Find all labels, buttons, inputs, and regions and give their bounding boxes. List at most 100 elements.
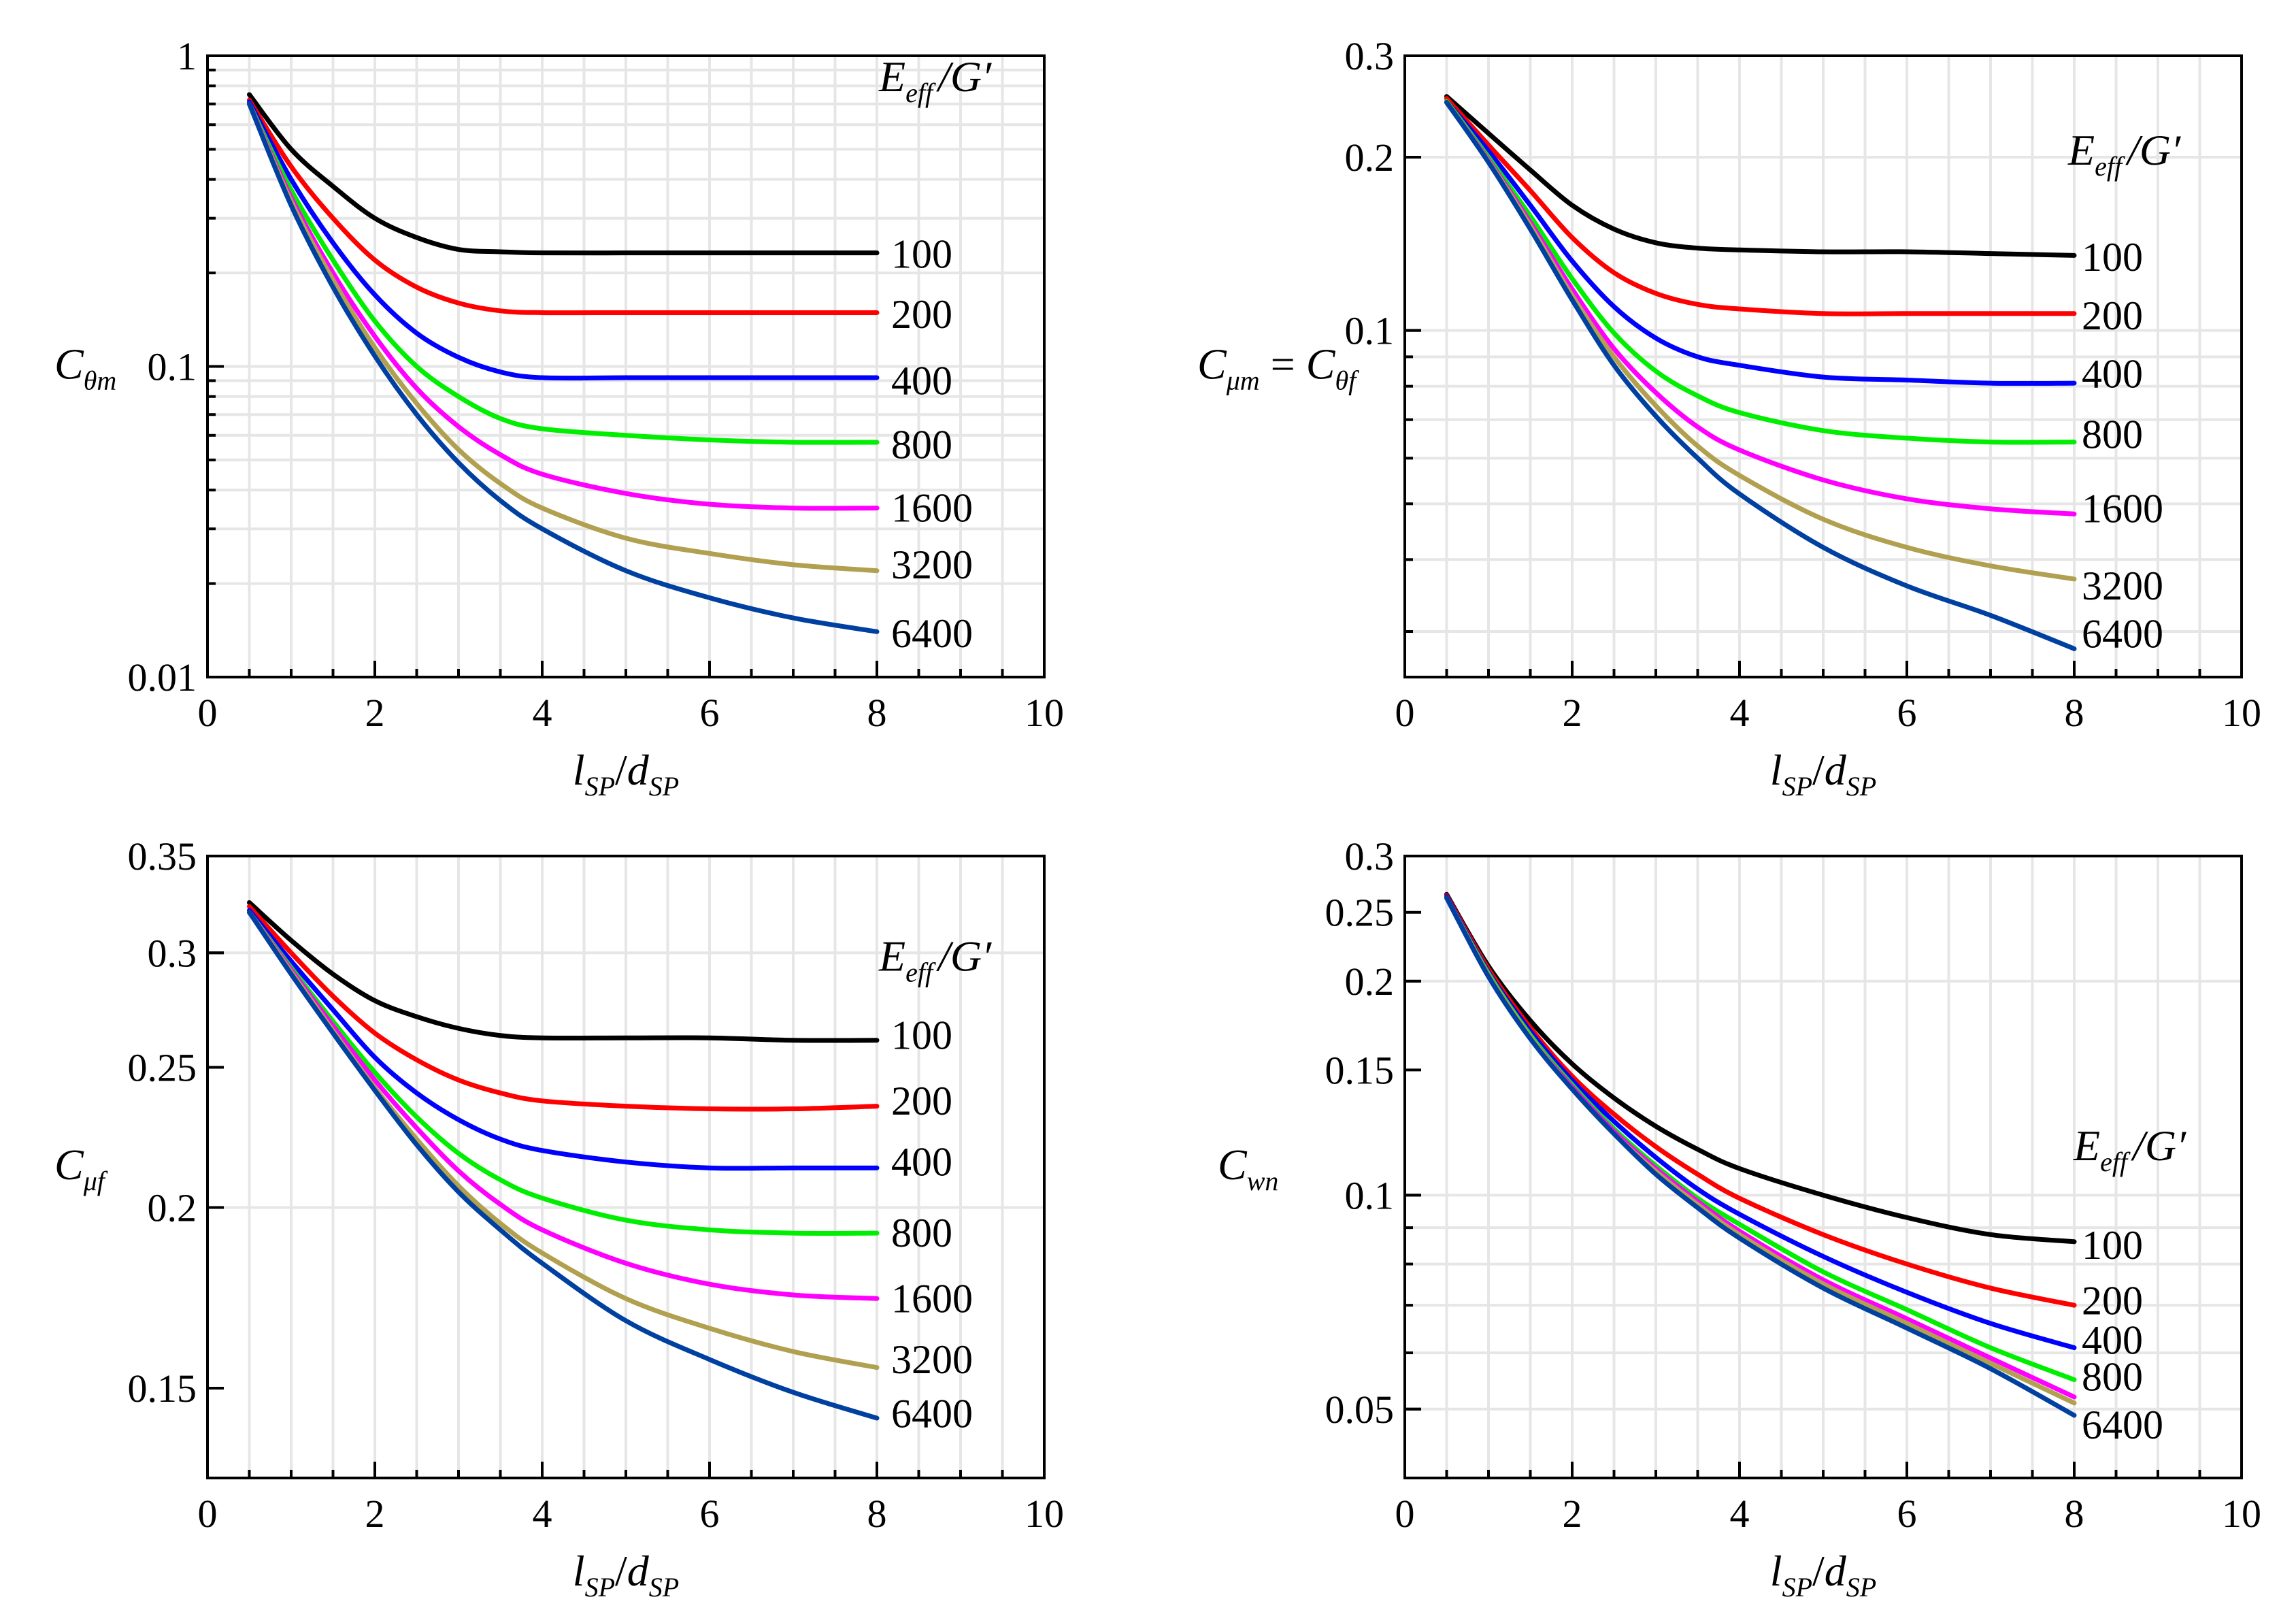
y-axis-title: Cμf	[54, 1140, 108, 1196]
y-axis-title-sub: wn	[1247, 1166, 1279, 1196]
series-label-100: 100	[2082, 1223, 2143, 1268]
series-label-400: 400	[2082, 352, 2143, 397]
legend-title-rest: /G′	[936, 932, 992, 980]
y-axis-title-sub: θm	[84, 365, 117, 396]
x-axis-title-d: d	[1825, 746, 1847, 794]
grid	[1405, 56, 2242, 677]
series-label-100: 100	[891, 231, 952, 276]
legend-title: Eeff/G′	[878, 52, 992, 108]
series-lines	[1444, 891, 2077, 1418]
chart-panel-1: 0 2 4 6 8 100.010.11lSP/dSPCθmEeff/G′10020040…	[54, 34, 1064, 802]
y-axis-title: Cμm = Cθf	[1197, 340, 1359, 396]
series-line-6400	[247, 101, 880, 634]
series-label-100: 100	[2082, 235, 2143, 280]
series-lines	[247, 900, 880, 1421]
series-label-3200: 3200	[891, 542, 973, 587]
y-tick-label: 0.3	[1345, 834, 1395, 878]
y-tick-label: 0.1	[1345, 1173, 1395, 1217]
x-axis-title-l: l	[573, 1547, 585, 1595]
legend-title-rest: /G′	[2125, 126, 2181, 174]
series-line-3200	[247, 101, 880, 574]
y-tick-label: 0.3	[148, 931, 197, 975]
x-tick-label: 10	[1025, 1492, 1064, 1536]
series-label-1600: 1600	[891, 1276, 973, 1321]
y-tick-label: 0.25	[128, 1046, 197, 1090]
x-tick-label: 0	[198, 691, 218, 735]
x-axis-title-d-sub: SP	[649, 1572, 679, 1603]
y-axis-title: Cθm	[54, 340, 116, 396]
x-axis-title-l-sub: SP	[1782, 771, 1812, 802]
series-line-100	[247, 92, 880, 256]
series-lines	[247, 92, 880, 634]
y-tick-label: 0.15	[1325, 1048, 1395, 1092]
plot-frame	[1403, 54, 2243, 678]
series-line-400	[1444, 99, 2077, 386]
x-axis-title-l-sub: SP	[1782, 1572, 1812, 1603]
x-axis-title-l-sub: SP	[585, 771, 615, 802]
y-tick-label: 0.25	[1325, 891, 1395, 935]
x-axis-title-d-sub: SP	[1846, 1572, 1876, 1603]
x-axis-title-d-sub: SP	[649, 771, 679, 802]
x-axis-title: lSP/dSP	[1770, 1547, 1876, 1603]
x-axis-title-slash: /	[615, 1547, 627, 1595]
x-axis-title-d: d	[1825, 1547, 1847, 1595]
series-label-3200: 3200	[891, 1337, 973, 1382]
x-tick-label: 0	[198, 1492, 218, 1536]
series-line-800	[247, 910, 880, 1236]
legend-title-main: E	[878, 52, 905, 101]
series-line-100	[247, 900, 880, 1043]
series-label-6400: 6400	[891, 1392, 973, 1436]
series-label-400: 400	[891, 358, 952, 403]
x-tick-label: 6	[700, 1492, 720, 1536]
legend-title-main: E	[878, 932, 905, 980]
x-tick-label: 0	[1395, 691, 1415, 735]
legend-title-sub: eff	[905, 78, 936, 108]
x-tick-label: 8	[2065, 691, 2084, 735]
x-axis-title-d-sub: SP	[1846, 771, 1876, 802]
legend-title-main: E	[2067, 126, 2095, 174]
plot-frame	[1403, 855, 2243, 1479]
plot-frame	[206, 855, 1046, 1479]
y-axis-title-main: C	[1218, 1140, 1248, 1189]
series-line-800	[247, 101, 880, 445]
plot-frame	[206, 54, 1046, 678]
series-line-800	[1444, 895, 2077, 1383]
x-axis-title-l: l	[573, 746, 585, 794]
y-axis-title-main: C	[54, 1140, 84, 1189]
series-label-800: 800	[891, 1211, 952, 1255]
x-tick-label: 4	[1730, 1492, 1750, 1536]
y-axis-title-main2: C	[1306, 340, 1336, 389]
x-tick-label: 2	[1563, 1492, 1582, 1536]
series-label-800: 800	[891, 422, 952, 467]
series-line-200	[1444, 96, 2077, 316]
x-tick-label: 0	[1395, 1492, 1415, 1536]
series-line-1600	[247, 101, 880, 511]
series-label-6400: 6400	[2082, 1402, 2163, 1447]
y-tick-label: 1	[177, 34, 197, 78]
series-label-6400: 6400	[891, 611, 973, 656]
y-tick-label: 0.1	[1345, 309, 1395, 353]
x-axis-title-d: d	[627, 1547, 650, 1595]
series-label-800: 800	[2082, 412, 2143, 457]
series-line-400	[247, 908, 880, 1171]
chart-panel-4: 0 2 4 6 8 100.050.10.150.20.250.3lSP/dSPCwnEe…	[1218, 834, 2261, 1603]
x-tick-label: 2	[365, 691, 385, 735]
x-tick-label: 4	[1730, 691, 1750, 735]
y-tick-label: 0.2	[1345, 959, 1395, 1004]
y-axis-title-sub2: θf	[1335, 365, 1359, 396]
series-line-400	[247, 99, 880, 381]
x-tick-label: 2	[365, 1492, 385, 1536]
series-line-3200	[1444, 895, 2077, 1406]
legend-title-sub: eff	[905, 957, 936, 987]
series-label-800: 800	[2082, 1354, 2143, 1399]
series-line-100	[1444, 891, 2077, 1245]
series-label-200: 200	[891, 292, 952, 337]
legend-title-main: E	[2073, 1121, 2100, 1170]
y-axis-title-sub: μf	[83, 1166, 108, 1196]
legend-title: Eeff/G′	[878, 932, 992, 987]
y-tick-label: 0.2	[148, 1185, 197, 1230]
x-tick-label: 2	[1563, 691, 1582, 735]
series-label-3200: 3200	[2082, 563, 2163, 608]
legend-title: Eeff/G′	[2067, 126, 2181, 182]
